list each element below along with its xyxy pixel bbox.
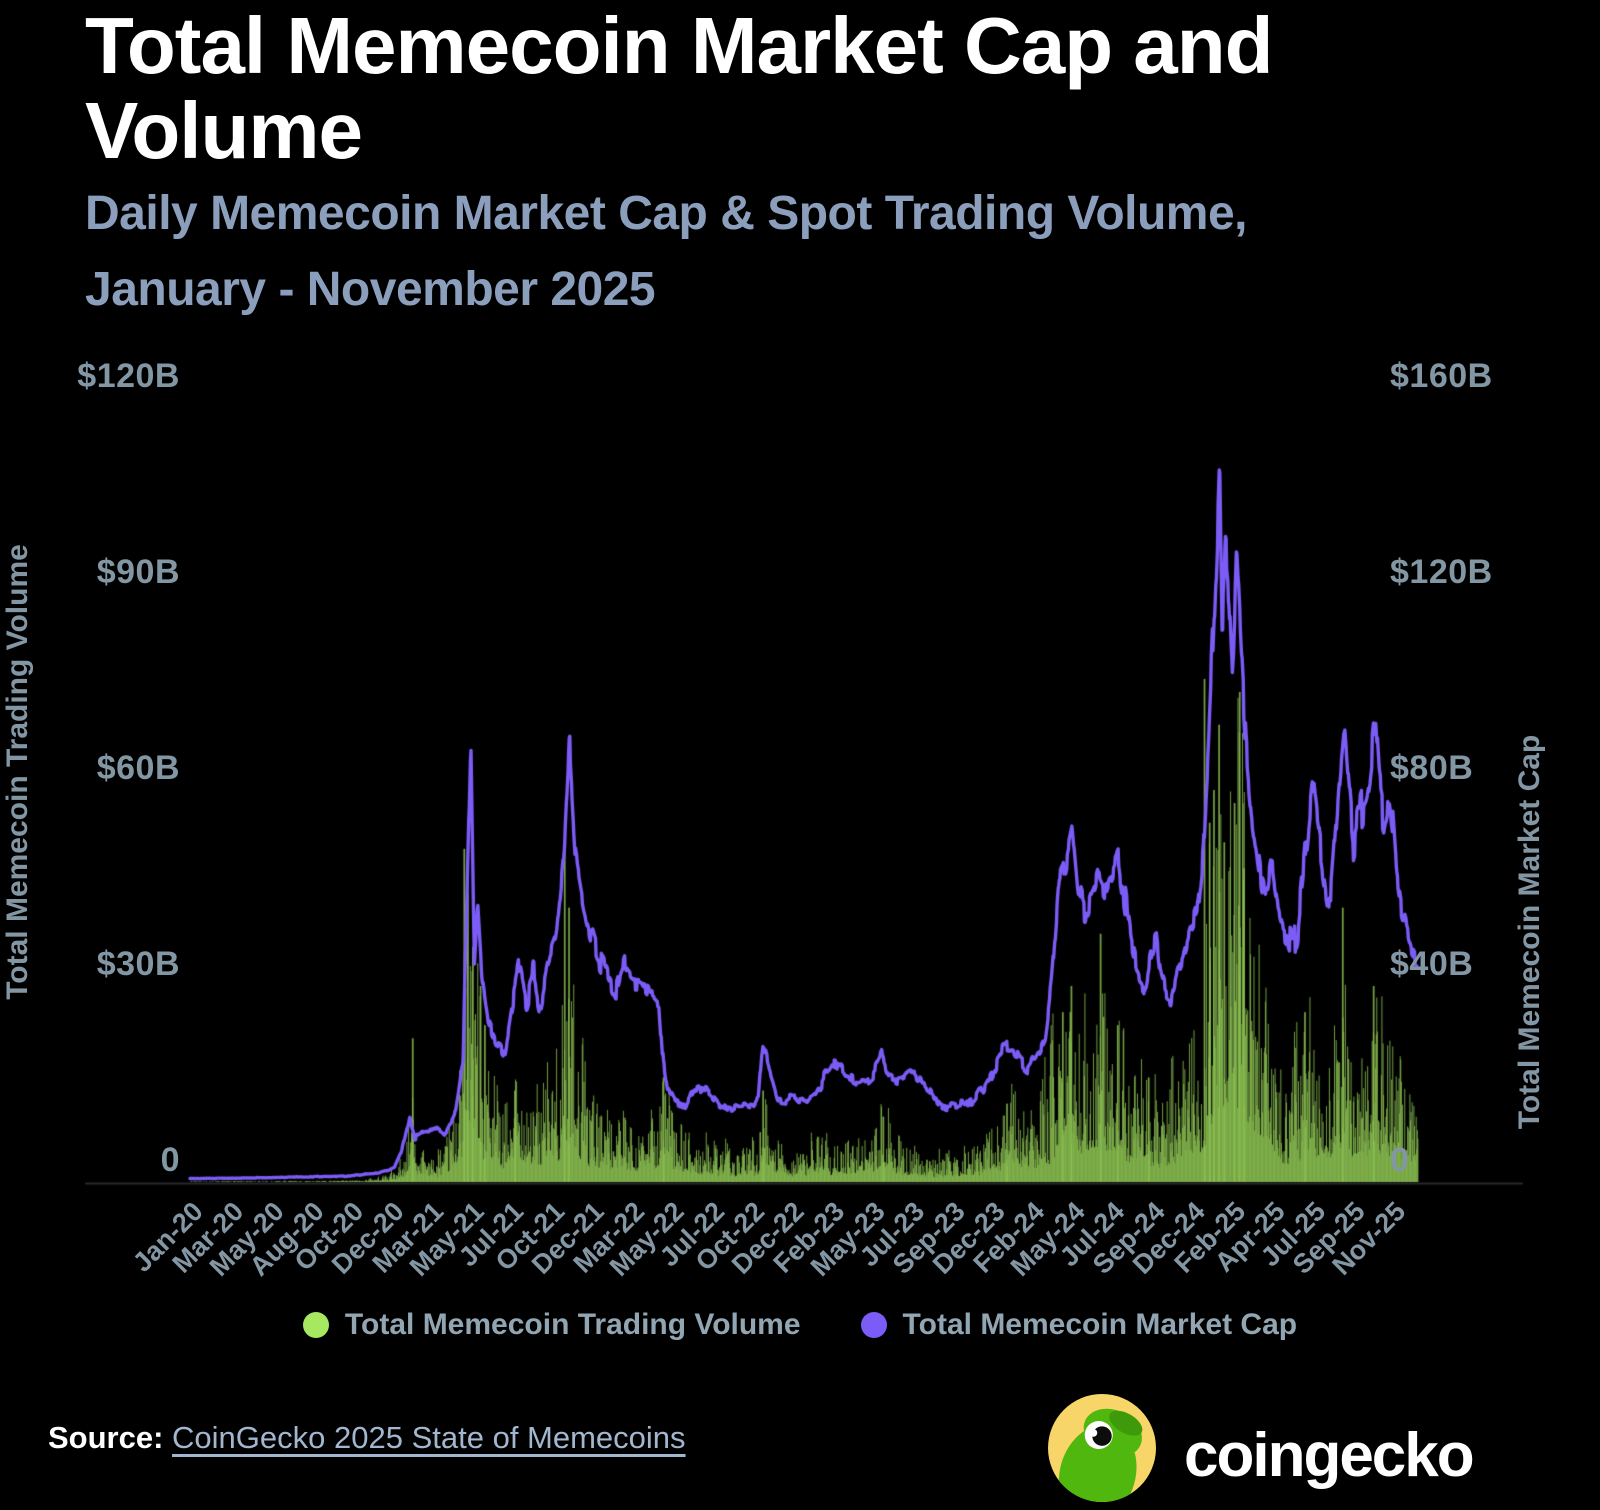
left-axis-tick-label: $90B: [96, 553, 180, 591]
left-axis-tick-label: $60B: [96, 749, 180, 787]
page-title: Total Memecoin Market Cap and Volume: [85, 1, 1274, 175]
right-axis-tick-label: 0: [1390, 1141, 1410, 1179]
legend-item-marketcap: Total Memecoin Market Cap: [860, 1308, 1298, 1342]
left-axis-tick-label: 0: [160, 1141, 180, 1179]
legend-item-volume: Total Memecoin Trading Volume: [302, 1308, 801, 1342]
chart-subtitle-line2: January - November 2025: [85, 263, 656, 316]
right-axis-tick-label: $120B: [1390, 553, 1493, 591]
source-link[interactable]: CoinGecko 2025 State of Memecoins: [172, 1420, 686, 1455]
volume-legend-dot-icon: [302, 1312, 329, 1338]
right-axis-tick-label: $160B: [1390, 357, 1493, 395]
left-axis-title: Total Memecoin Trading Volume: [1, 544, 34, 1000]
right-axis-tick-label: $80B: [1390, 749, 1474, 787]
left-axis-tick-label: $120B: [77, 357, 180, 395]
marketcap-legend-label: Total Memecoin Market Cap: [902, 1308, 1298, 1341]
chart-subtitle-line1: Daily Memecoin Market Cap & Spot Trading…: [85, 187, 1248, 240]
left-axis-tick-label: $30B: [96, 945, 180, 983]
coingecko-wordmark: coingecko: [1184, 1420, 1475, 1490]
right-axis-title: Total Memecoin Market Cap: [1513, 734, 1546, 1130]
legend: Total Memecoin Trading Volume Total Meme…: [0, 1308, 1600, 1342]
coingecko-brand: coingecko: [1048, 1392, 1475, 1504]
right-axis-tick-label: $40B: [1390, 945, 1474, 983]
volume-legend-label: Total Memecoin Trading Volume: [344, 1308, 801, 1341]
coingecko-logo-icon: [1048, 1394, 1156, 1502]
source-label: Source:: [48, 1420, 164, 1455]
source-line: Source: CoinGecko 2025 State of Memecoin…: [48, 1420, 686, 1456]
marketcap-legend-dot-icon: [860, 1312, 887, 1338]
